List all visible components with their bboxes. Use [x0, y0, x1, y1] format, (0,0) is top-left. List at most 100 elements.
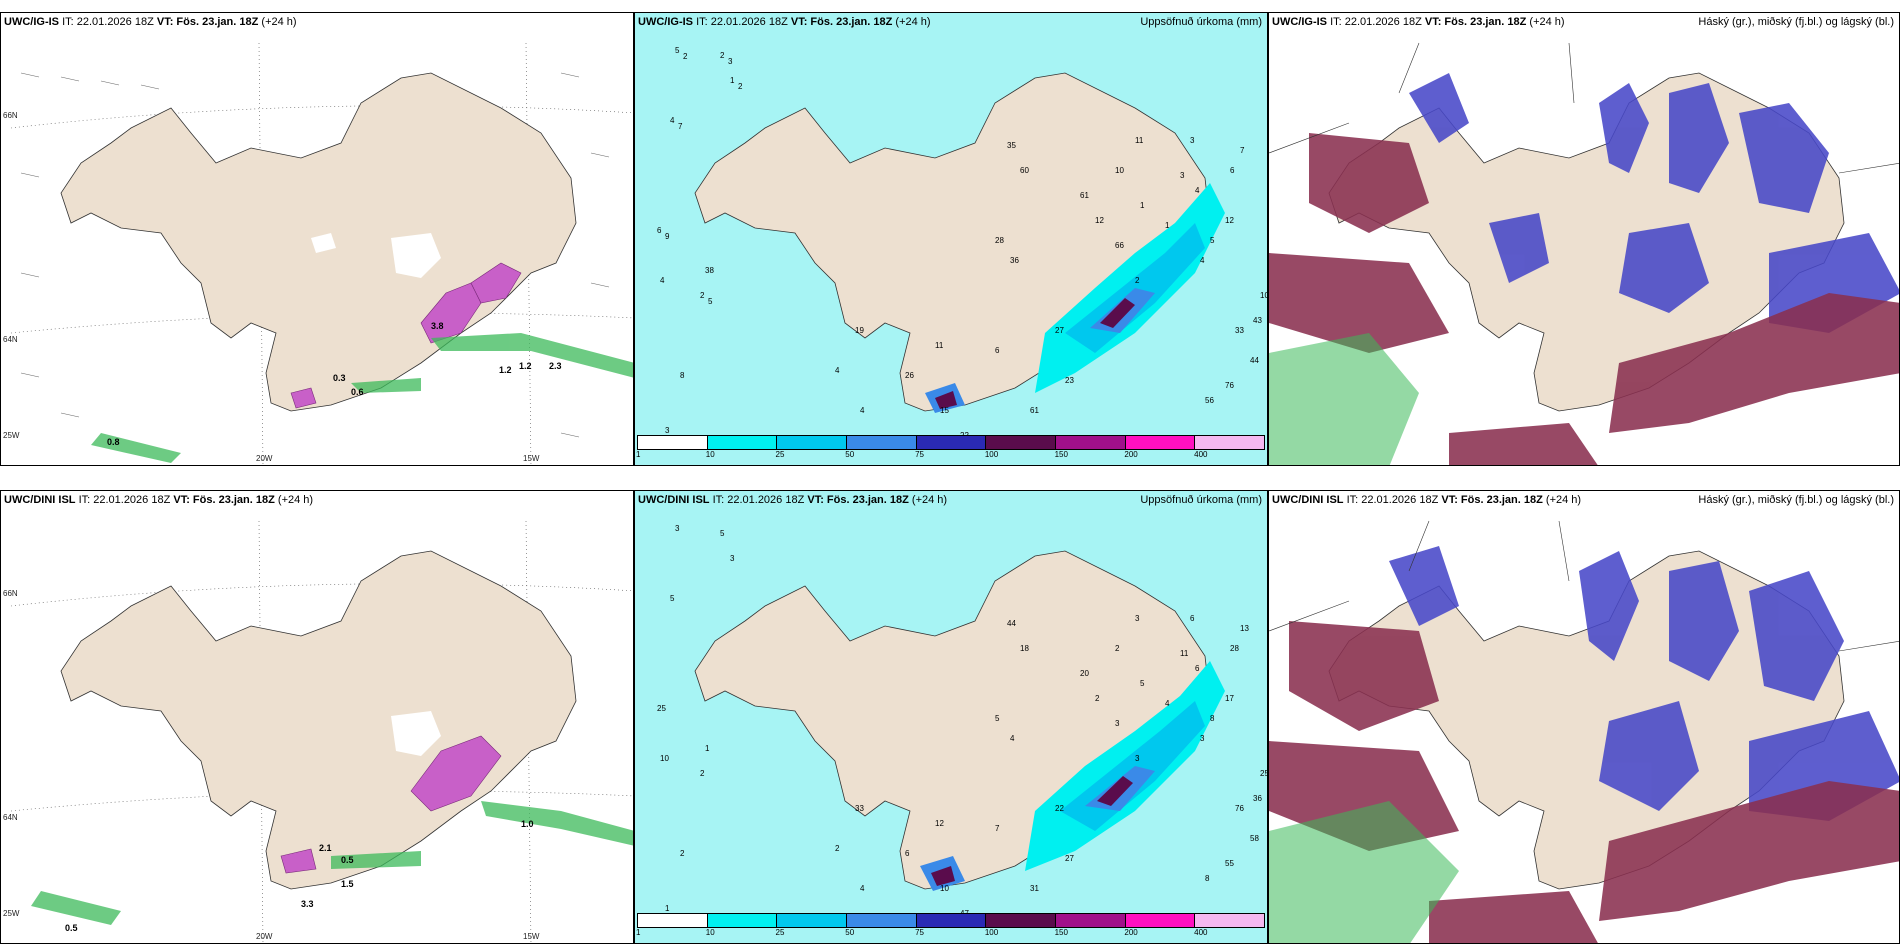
precip-value: 10 — [1260, 291, 1268, 300]
wind-value: 3.8 — [431, 321, 444, 331]
panel-wind-row1: UWC/IG-IS IT: 22.01.2026 18Z VT: Fös. 23… — [0, 12, 634, 466]
legend-swatch — [777, 914, 848, 927]
precip-value: 44 — [1250, 356, 1259, 365]
lat-label: 25W — [3, 909, 20, 918]
panel-cloud-row2: UWC/DINI ISL IT: 22.01.2026 18Z VT: Fös.… — [1268, 490, 1900, 944]
precip-value: 4 — [835, 366, 840, 375]
precip-value: 4 — [660, 276, 665, 285]
lat-label: 66N — [3, 111, 18, 120]
wind-value: 0.6 — [351, 387, 364, 397]
legend-swatch — [986, 436, 1057, 449]
precip-value: 1 — [665, 904, 670, 913]
precip-value: 6 — [905, 849, 910, 858]
precip-value: 25 — [657, 704, 666, 713]
iceland-land — [694, 72, 1211, 412]
precip-value: 3 — [1135, 614, 1140, 623]
precip-value: 4 — [670, 116, 675, 125]
precip-value: 10 — [660, 754, 669, 763]
legend-swatch — [1195, 436, 1265, 449]
legend-swatch — [707, 914, 778, 927]
legend-tick: 200 — [1124, 450, 1138, 459]
panel-cloud-row1: UWC/IG-IS IT: 22.01.2026 18Z VT: Fös. 23… — [1268, 12, 1900, 466]
precip-value: 5 — [670, 594, 675, 603]
precip-value: 5 — [1210, 236, 1215, 245]
legend-tick: 50 — [845, 928, 855, 937]
precip-value: 66 — [1115, 241, 1124, 250]
wind-map: 2.1 0.5 1.5 0.5 3.3 1.0 — [10, 520, 633, 943]
iceland-land — [60, 550, 577, 890]
precip-value: 11 — [935, 341, 944, 350]
lon-label: 15W — [523, 932, 540, 941]
precip-value: 6 — [1195, 664, 1200, 673]
precip-value: 27 — [1055, 326, 1064, 335]
legend-swatch — [916, 436, 987, 449]
panel-title: UWC/IG-IS IT: 22.01.2026 18Z VT: Fös. 23… — [4, 16, 297, 28]
precip-value: 76 — [1235, 804, 1244, 813]
precip-value: 27 — [1065, 854, 1074, 863]
precip-value: 5 — [720, 529, 725, 538]
precip-value: 3 — [1115, 719, 1120, 728]
wind-value: 1.5 — [341, 879, 354, 889]
lat-label: 25W — [3, 431, 20, 440]
legend-swatch — [847, 436, 917, 449]
legend-tick: 200 — [1124, 928, 1138, 937]
legend-swatch — [707, 436, 778, 449]
wind-value: 2.3 — [549, 361, 562, 371]
precip-value: 33 — [1235, 326, 1244, 335]
legend-tick: 100 — [984, 928, 999, 937]
wind-value: 0.5 — [65, 923, 78, 933]
precip-value: 3 — [665, 426, 670, 435]
lon-label: 20W — [256, 454, 273, 463]
precip-value: 44 — [1007, 619, 1016, 628]
precip-value: 6 — [995, 346, 1000, 355]
precip-value: 12 — [1225, 216, 1234, 225]
wind-value: 1.2 — [519, 361, 532, 371]
legend-tick: 1 — [636, 928, 641, 937]
precip-value: 6 — [1230, 166, 1235, 175]
precip-value: 2 — [835, 844, 840, 853]
precip-value: 2 — [1115, 644, 1120, 653]
precip-value: 58 — [1250, 834, 1259, 843]
precip-value: 35 — [1007, 141, 1016, 150]
precip-value: 2 — [700, 769, 705, 778]
precip-value: 5 — [995, 714, 1000, 723]
precip-value: 3 — [730, 554, 735, 563]
precip-value: 3 — [1180, 171, 1185, 180]
precip-value: 2 — [1135, 276, 1140, 285]
precip-value: 3 — [1135, 754, 1140, 763]
wind-value: 1.2 — [499, 365, 512, 375]
legend-swatch — [916, 914, 987, 927]
precip-value: 3 — [1200, 734, 1205, 743]
precip-value: 3 — [675, 524, 680, 533]
precip-value: 17 — [1225, 694, 1234, 703]
precip-value: 2 — [720, 51, 725, 60]
lon-label: 15W — [523, 454, 540, 463]
precip-value: 6 — [657, 226, 662, 235]
legend-tick: 10 — [705, 928, 715, 937]
precip-value: 56 — [1205, 396, 1214, 405]
precip-value: 7 — [1240, 146, 1245, 155]
precip-legend: 1 10 25 50 75 100 150 200 400 — [636, 435, 1265, 463]
precip-value: 28 — [1230, 644, 1239, 653]
iceland-land — [694, 550, 1211, 890]
legend-tick: 150 — [1054, 928, 1068, 937]
legend-colorbar — [637, 435, 1265, 450]
precip-value: 28 — [995, 236, 1004, 245]
precip-value: 18 — [1020, 644, 1029, 653]
precip-value: 8 — [680, 371, 685, 380]
precip-value: 22 — [960, 431, 969, 437]
wind-value: 0.3 — [333, 373, 346, 383]
cloud-map — [1269, 42, 1899, 465]
panel-title: UWC/IG-IS IT: 22.01.2026 18Z VT: Fös. 23… — [638, 16, 931, 28]
precip-value: 5 — [1140, 679, 1145, 688]
precip-value: 4 — [860, 406, 865, 415]
legend-swatch — [847, 914, 917, 927]
precip-value: 5 — [708, 297, 713, 306]
panel-title: UWC/IG-IS IT: 22.01.2026 18Z VT: Fös. 23… — [1272, 16, 1565, 28]
lon-label: 20W — [256, 932, 273, 941]
legend-tick: 50 — [845, 450, 855, 459]
wind-value: 0.5 — [341, 855, 354, 865]
precip-value: 26 — [905, 371, 914, 380]
precip-value: 3 — [1190, 136, 1195, 145]
precip-map: 5214624384438192611158627236122253356061… — [657, 46, 1268, 437]
